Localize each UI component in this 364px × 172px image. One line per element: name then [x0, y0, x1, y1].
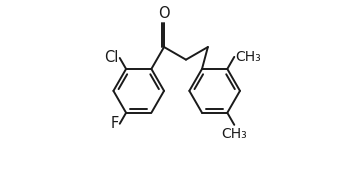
- Text: O: O: [158, 6, 170, 20]
- Text: CH₃: CH₃: [221, 127, 247, 141]
- Text: CH₃: CH₃: [235, 50, 261, 64]
- Text: Cl: Cl: [104, 50, 118, 66]
- Text: F: F: [110, 116, 118, 131]
